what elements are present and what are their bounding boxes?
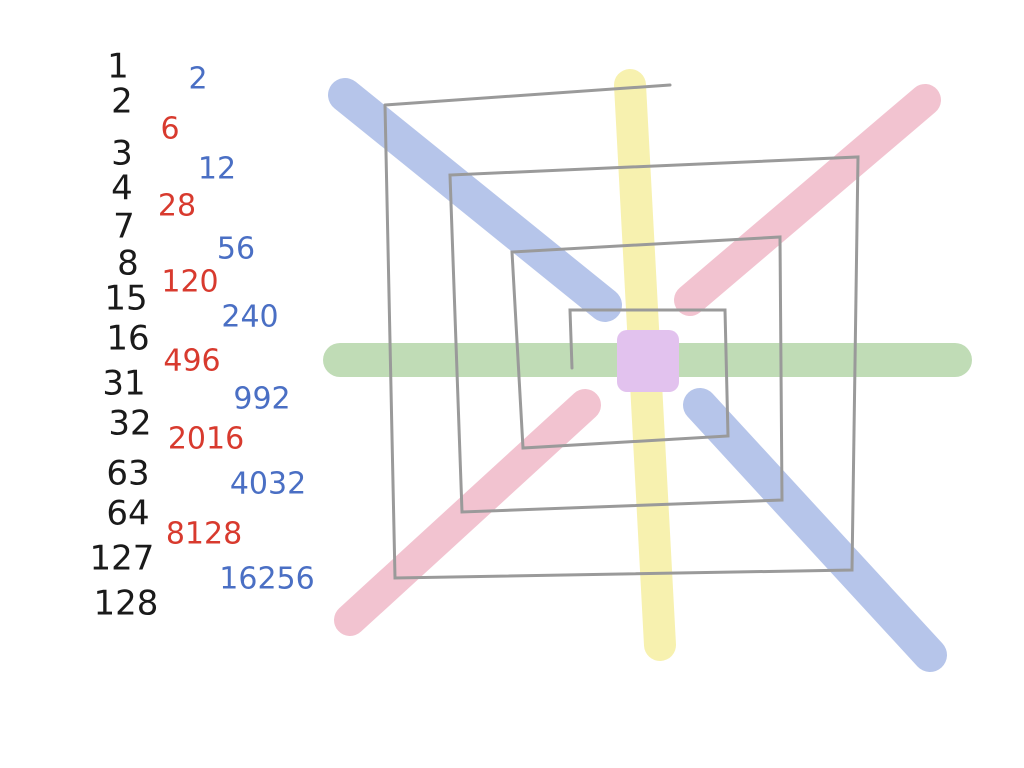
blue-stroke	[328, 78, 622, 322]
black-number: 15	[104, 279, 147, 319]
red-number: 2016	[168, 422, 244, 457]
black-number: 127	[90, 539, 155, 579]
blue-number: 4032	[230, 467, 306, 502]
pink-stroke	[674, 84, 941, 316]
black-number: 4	[111, 169, 133, 209]
black-number: 1	[107, 47, 129, 87]
black-number: 8	[117, 244, 139, 284]
blue-number: 56	[217, 232, 255, 267]
black-number: 64	[106, 494, 149, 534]
center-square	[617, 330, 679, 392]
blue-number: 12	[198, 152, 236, 187]
red-number: 8128	[166, 517, 242, 552]
blue-stroke	[683, 388, 947, 672]
sketch	[323, 69, 972, 672]
red-number: 496	[163, 344, 220, 379]
blue-number: 240	[221, 300, 278, 335]
black-number: 3	[111, 134, 133, 174]
blue-number: 992	[233, 382, 290, 417]
black-number: 16	[106, 319, 149, 359]
red-number: 28	[158, 189, 196, 224]
black-number: 32	[108, 404, 151, 444]
black-number: 31	[102, 364, 145, 404]
black-number: 2	[111, 82, 133, 122]
blue-number: 16256	[219, 562, 314, 597]
black-number: 7	[113, 207, 135, 247]
black-number: 63	[106, 454, 149, 494]
square-outline	[383, 83, 860, 580]
red-number: 120	[161, 265, 218, 300]
red-number: 6	[160, 112, 179, 147]
blue-number: 2	[188, 62, 207, 97]
numbers: 1234781516313263641271286281204962016812…	[90, 47, 315, 624]
black-number: 128	[94, 584, 159, 624]
